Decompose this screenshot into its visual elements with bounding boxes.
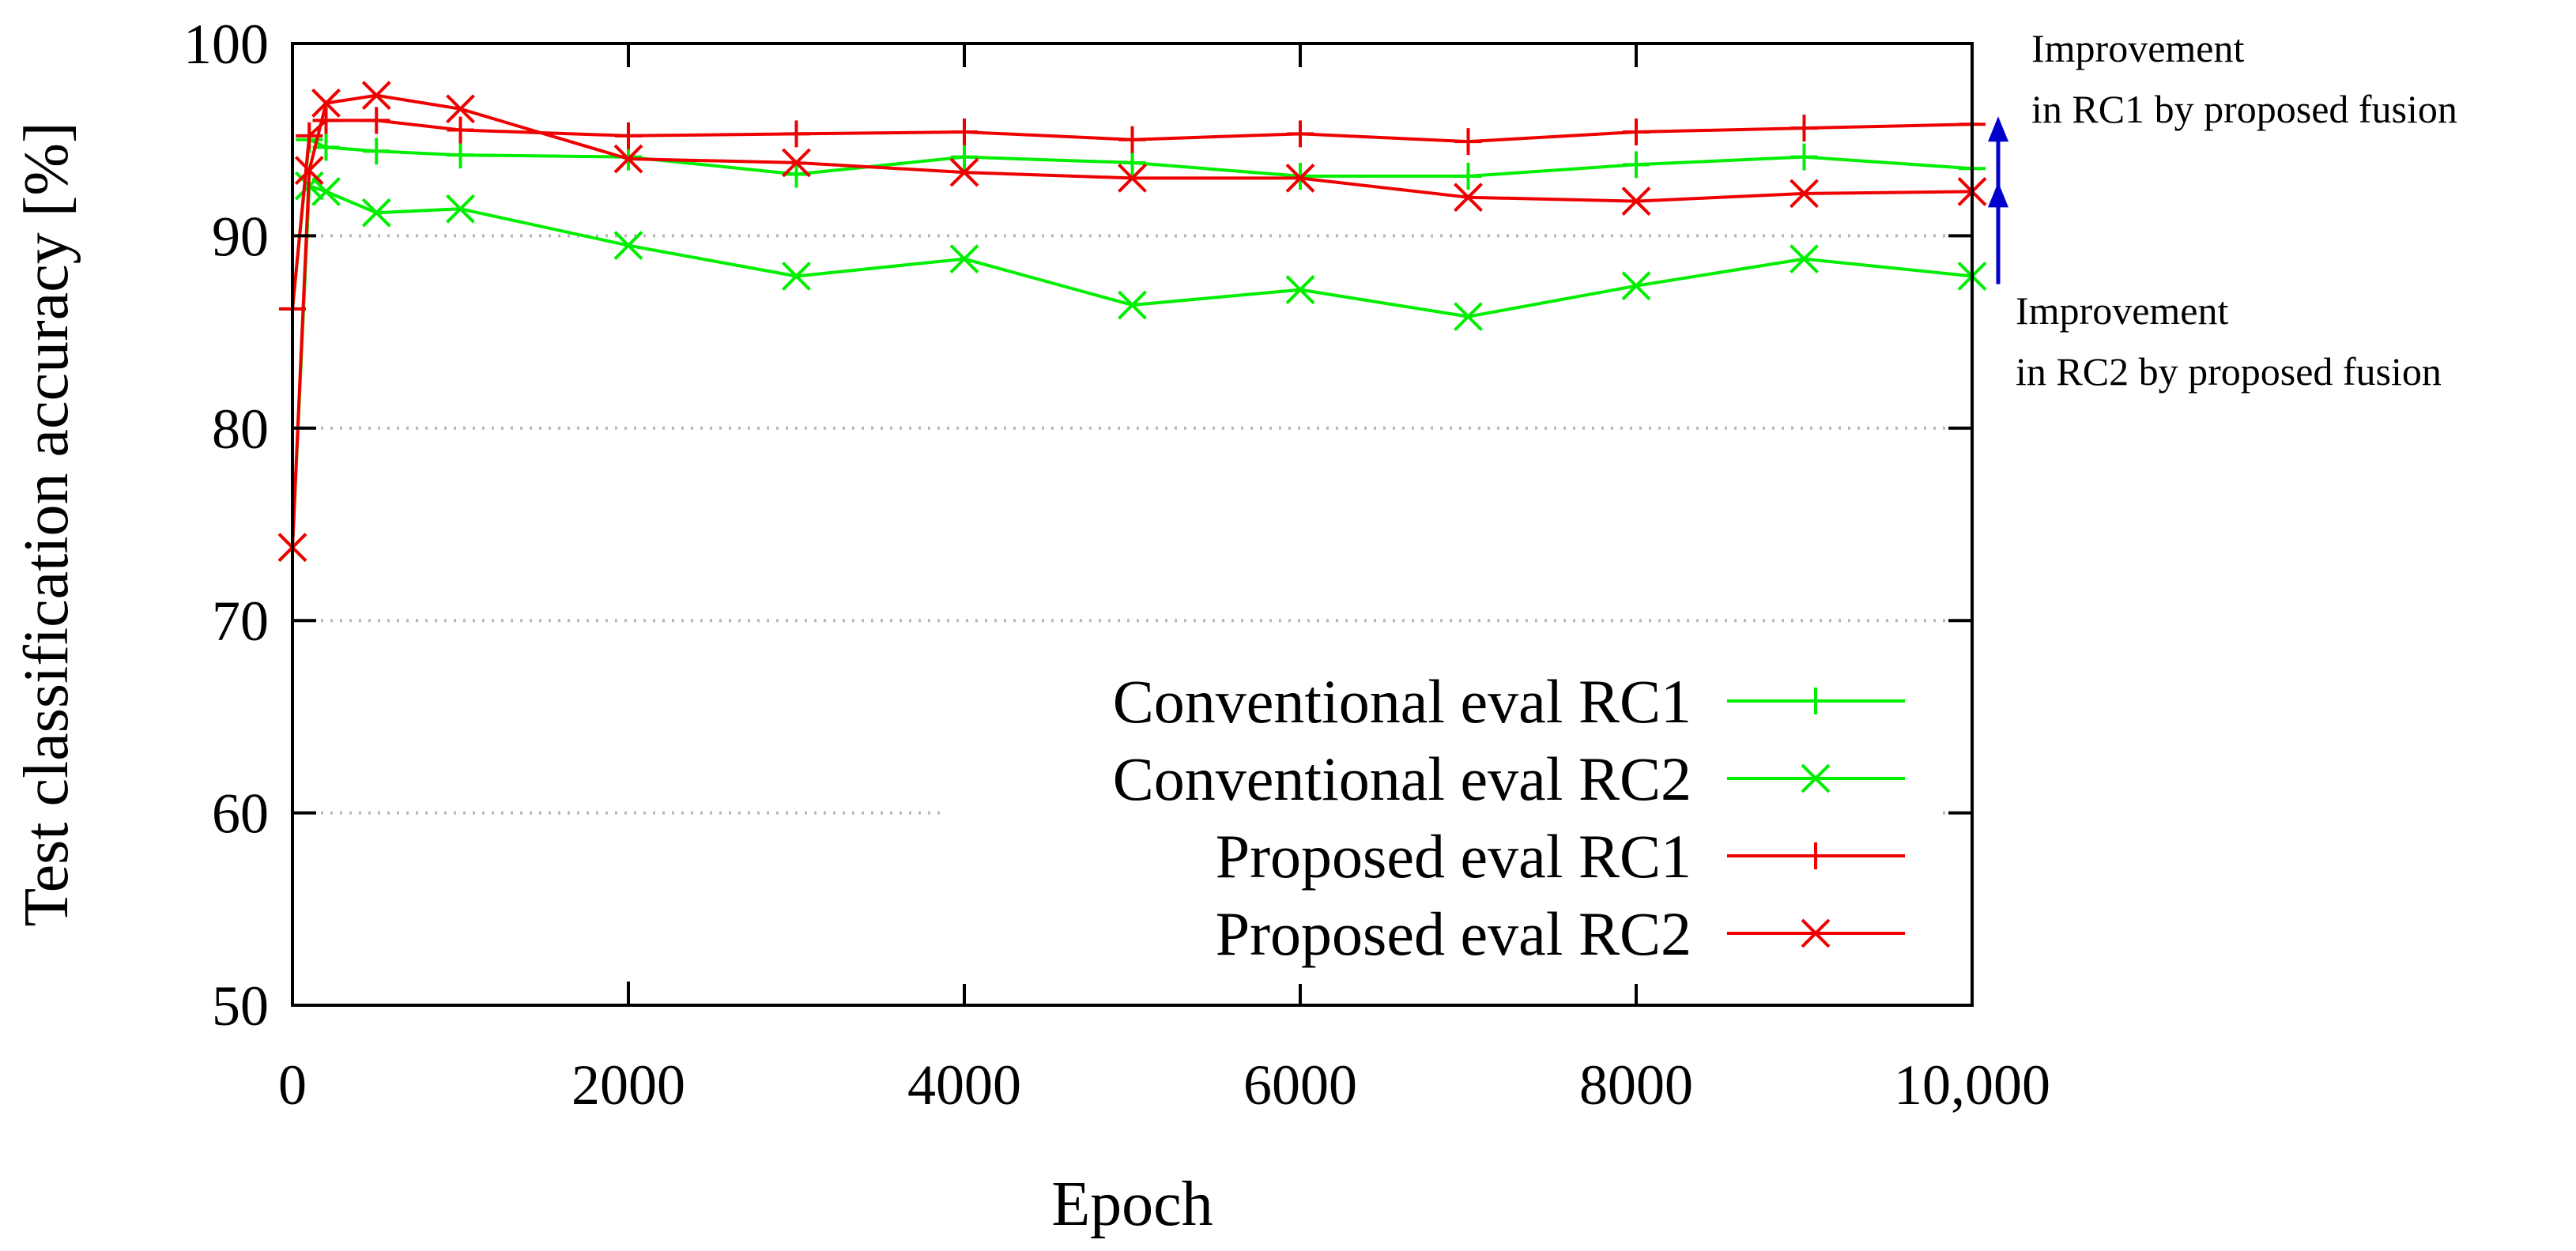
annotations: Improvement in RC1 by proposed fusion Impr… [1988, 26, 2457, 394]
legend-entry: Conventional eval RC1 [1113, 667, 1905, 736]
improvement-arrow-rc1 [1988, 116, 2008, 189]
x-tick-label: 4000 [907, 1053, 1021, 1117]
data-point [1623, 151, 1650, 179]
data-point [361, 81, 391, 111]
legend-background [941, 648, 1937, 984]
data-point [447, 141, 474, 169]
annotation-rc2-line2: in RC2 by proposed fusion [2016, 349, 2442, 394]
legend-label: Proposed eval RC2 [1216, 899, 1692, 968]
data-point [1287, 120, 1314, 148]
legend-marker [1802, 842, 1829, 869]
data-point [1454, 183, 1483, 213]
data-point [949, 244, 979, 274]
data-point [1118, 163, 1147, 193]
x-tick-label: 2000 [571, 1053, 685, 1117]
data-point [613, 231, 643, 260]
data-point [1790, 143, 1818, 171]
y-axis-title: Test classification accuracy [%] [12, 122, 81, 926]
data-point [782, 148, 811, 178]
legend-entry: Conventional eval RC2 [1113, 744, 1905, 813]
axis-ticks: 50 60 70 80 90 100 0 2000 4000 6000 8000 10,000 [183, 13, 2050, 1117]
data-point [363, 138, 390, 165]
data-point [311, 177, 341, 206]
legend-label: Conventional eval RC2 [1113, 744, 1692, 813]
data-point [361, 198, 391, 228]
data-point [783, 120, 810, 148]
annotation-rc1-line1: Improvement [2031, 26, 2244, 70]
data-point [949, 157, 979, 187]
data-point [783, 160, 810, 188]
data-point [1285, 275, 1315, 304]
data-point [1118, 149, 1146, 176]
annotation-rc1-line2: in RC1 by proposed fusion [2031, 87, 2457, 131]
series-3 [279, 107, 1986, 322]
data-point [312, 134, 340, 161]
legend-label: Conventional eval RC1 [1113, 667, 1692, 736]
y-tick-label: 100 [183, 13, 269, 76]
data-point [1454, 302, 1483, 332]
x-tick-label: 0 [278, 1053, 307, 1117]
y-tick-label: 90 [212, 205, 269, 268]
data-point [1454, 128, 1482, 156]
data-point [1790, 179, 1819, 209]
data-point [615, 122, 642, 149]
series-line [291, 93, 1973, 548]
plot-frame [291, 42, 1974, 1007]
legend-entry: Proposed eval RC2 [1216, 899, 1905, 968]
legend-marker [1802, 688, 1829, 714]
legend-marker [1801, 918, 1831, 948]
legend-marker [1801, 763, 1831, 793]
data-point [951, 143, 978, 171]
data-point [1454, 162, 1482, 190]
data-point [1790, 115, 1818, 142]
y-tick-label: 60 [212, 782, 269, 846]
x-tick-label: 10,000 [1894, 1053, 2050, 1117]
data-point [1118, 126, 1146, 153]
data-point [1621, 271, 1651, 301]
x-tick-label: 8000 [1579, 1053, 1693, 1117]
data-point [1790, 244, 1819, 274]
data-point [446, 94, 475, 124]
series-layer [277, 81, 1987, 563]
x-axis-title: Epoch [1051, 1170, 1213, 1239]
series-line [291, 184, 1973, 548]
x-tick-label: 6000 [1243, 1053, 1357, 1117]
legend-entry: Proposed eval RC1 [1216, 822, 1905, 891]
data-point [311, 89, 341, 118]
y-tick-label: 80 [212, 398, 269, 461]
data-point [613, 144, 643, 174]
data-point [1623, 118, 1650, 145]
data-point [294, 156, 324, 186]
data-point [1285, 163, 1315, 193]
y-tick-label: 70 [212, 590, 269, 653]
annotation-rc2-line1: Improvement [2016, 288, 2228, 333]
legend-label: Proposed eval RC1 [1216, 822, 1692, 891]
data-point [363, 107, 390, 134]
data-point [1118, 290, 1147, 320]
legend: Conventional eval RC1 Conventional eval R… [1113, 667, 1905, 968]
improvement-arrow-rc2 [1988, 182, 2008, 284]
data-point [782, 262, 811, 291]
data-point [447, 116, 474, 144]
data-point [951, 118, 978, 145]
data-point [1621, 187, 1651, 217]
data-point [312, 107, 340, 134]
y-tick-label: 50 [212, 974, 269, 1038]
data-point [446, 194, 475, 224]
series-2 [277, 171, 1987, 563]
